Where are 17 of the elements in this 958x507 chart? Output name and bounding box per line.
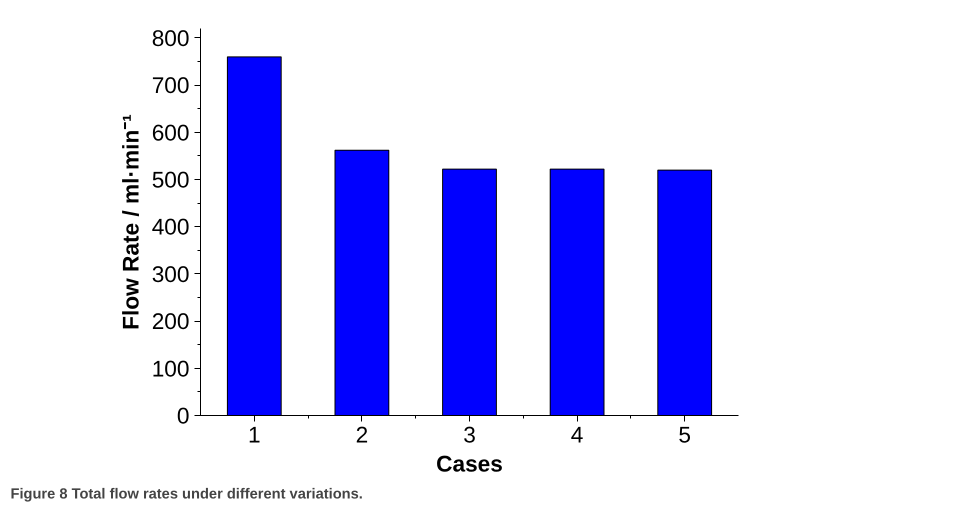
x-axis-title: Cases — [436, 450, 503, 476]
y-tick-label: 500 — [152, 166, 190, 193]
y-tick-label: 800 — [152, 24, 190, 51]
x-tick-label: 3 — [463, 422, 476, 448]
y-tick-label: 400 — [152, 214, 190, 240]
x-tick-label: 5 — [678, 422, 692, 448]
y-axis-title: Flow Rate / ml·min⁻¹ — [118, 114, 144, 330]
y-tick-label: 100 — [152, 355, 190, 382]
y-tick-label: 0 — [176, 402, 190, 428]
x-tick-label: 4 — [570, 422, 584, 448]
caption: Figure 8 Total flow rates under different variations. — [10, 486, 363, 502]
y-tick-label: 600 — [152, 119, 190, 146]
y-tick-label: 200 — [152, 308, 190, 334]
x-tick-label: 2 — [356, 422, 368, 448]
y-tick-label: 700 — [152, 72, 190, 98]
x-tick-label: 1 — [248, 422, 261, 448]
y-tick-label: 300 — [152, 260, 190, 287]
